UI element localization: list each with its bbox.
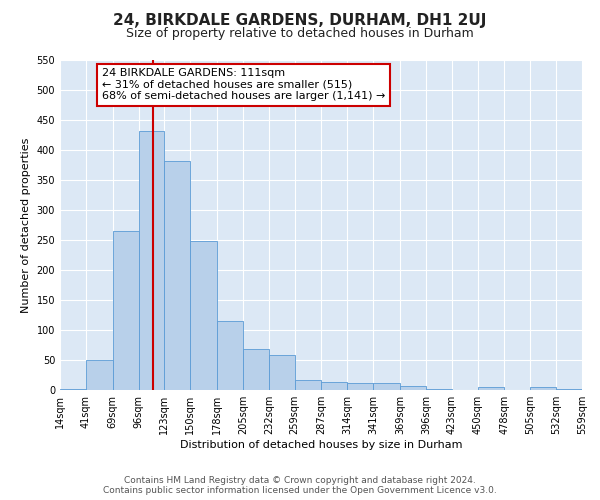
Bar (60, 389, 86, 390)
X-axis label: Distribution of detached houses by size in Durham: Distribution of detached houses by size … (180, 440, 462, 450)
Bar (139, 131, 164, 390)
Text: Contains HM Land Registry data © Crown copyright and database right 2024.
Contai: Contains HM Land Registry data © Crown c… (103, 476, 497, 495)
Bar (426, 389, 452, 390)
Bar (113, 231, 139, 390)
Bar (295, 380, 322, 390)
Y-axis label: Number of detached properties: Number of detached properties (21, 138, 31, 312)
Bar (373, 383, 400, 390)
Bar (347, 383, 373, 390)
Bar (322, 382, 347, 390)
Bar (190, 240, 217, 390)
Bar (556, 389, 582, 390)
Bar (86, 360, 113, 390)
Bar (530, 387, 556, 390)
Bar (400, 386, 426, 390)
Bar (164, 161, 190, 390)
Text: 24 BIRKDALE GARDENS: 111sqm
← 31% of detached houses are smaller (515)
68% of se: 24 BIRKDALE GARDENS: 111sqm ← 31% of det… (102, 68, 385, 102)
Bar (478, 387, 505, 390)
Bar (243, 349, 269, 390)
Bar (269, 355, 295, 390)
Bar (217, 321, 243, 390)
Text: 24, BIRKDALE GARDENS, DURHAM, DH1 2UJ: 24, BIRKDALE GARDENS, DURHAM, DH1 2UJ (113, 12, 487, 28)
Text: Size of property relative to detached houses in Durham: Size of property relative to detached ho… (126, 28, 474, 40)
